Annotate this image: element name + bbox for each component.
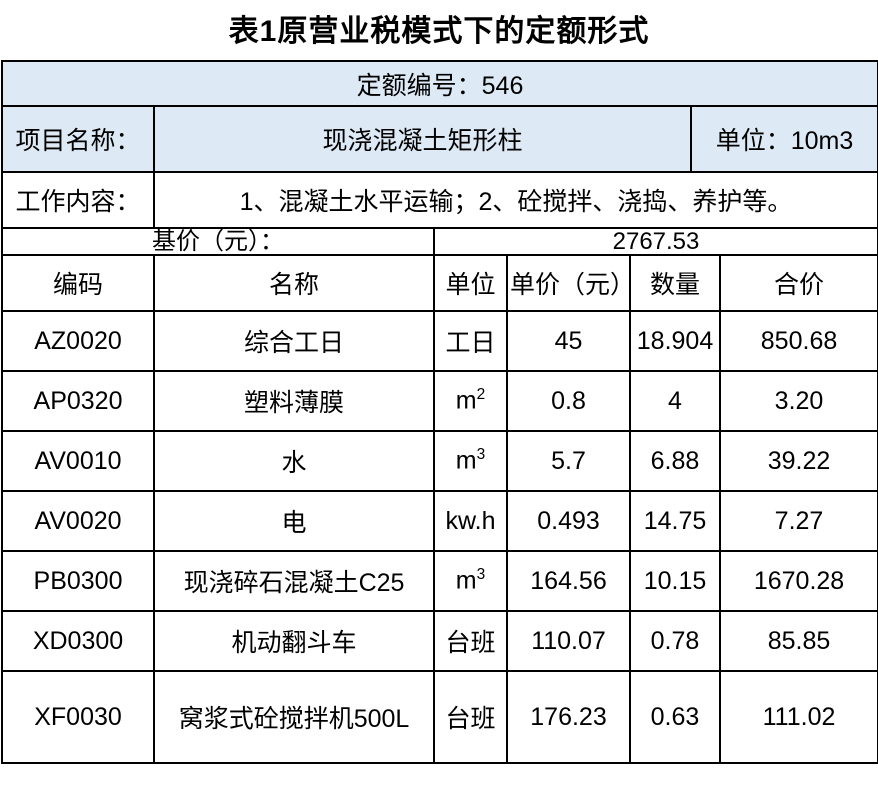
table-row: XD0300 机动翻斗车 台班 110.07 0.78 85.85: [1, 610, 878, 672]
cell-quantity: 14.75: [629, 490, 721, 552]
col-header-name: 名称: [153, 254, 435, 312]
cell-total: 3.20: [718, 370, 878, 432]
cell-unit-price: 176.23: [506, 670, 631, 764]
cell-quantity: 18.904: [629, 310, 721, 372]
work-content-label: 工作内容：: [1, 171, 155, 229]
cell-unit: m3: [433, 550, 508, 612]
cell-unit: 台班: [433, 610, 508, 672]
column-header-row: 编码 名称 单位 单价（元） 数量 合价: [1, 254, 878, 312]
cell-unit: kw.h: [433, 490, 508, 552]
cell-code: PB0300: [1, 550, 155, 612]
quota-number-cell: 定额编号：546: [0, 60, 878, 107]
col-header-quantity: 数量: [629, 254, 721, 312]
cell-total: 111.02: [718, 670, 878, 764]
cell-quantity: 6.88: [629, 430, 721, 492]
cell-name: 电: [153, 490, 435, 552]
cell-code: AZ0020: [1, 310, 155, 372]
cell-code: XF0030: [1, 670, 155, 764]
page-title: 表1原营业税模式下的定额形式: [228, 15, 650, 48]
col-header-code: 编码: [1, 254, 155, 312]
project-unit-value: 10m3: [790, 127, 854, 155]
cell-total: 85.85: [718, 610, 878, 672]
cell-unit: m3: [433, 430, 508, 492]
table-row: AP0320 塑料薄膜 m2 0.8 4 3.20: [1, 370, 878, 432]
table-row: XF0030 窝浆式砼搅拌机500L 台班 176.23 0.63 111.02: [1, 670, 878, 764]
quota-number-label: 定额编号：: [356, 71, 482, 100]
cell-total: 850.68: [718, 310, 878, 372]
base-price-value: 2767.53: [432, 227, 878, 256]
project-name-label: 项目名称：: [1, 105, 155, 173]
cell-unit-price: 110.07: [506, 610, 631, 672]
col-header-total: 合价: [718, 254, 878, 312]
cell-quantity: 0.78: [629, 610, 721, 672]
project-name-row: 项目名称： 现浇混凝土矩形柱 单位：10m3: [1, 105, 878, 173]
quota-number-value: 546: [481, 71, 524, 100]
col-header-unit: 单位: [433, 254, 508, 312]
cell-quantity: 0.63: [629, 670, 721, 764]
cell-name: 机动翻斗车: [153, 610, 435, 672]
base-price-row: 基价（元）： 2767.53: [1, 227, 878, 256]
project-unit-cell: 单位：10m3: [689, 105, 878, 173]
cell-total: 39.22: [718, 430, 878, 492]
cell-total: 1670.28: [718, 550, 878, 612]
quota-table: 定额编号：546 项目名称： 现浇混凝土矩形柱 单位：10m3 工作内容： 1、…: [0, 60, 878, 764]
cell-code: AV0010: [1, 430, 155, 492]
cell-quantity: 4: [629, 370, 721, 432]
cell-name: 综合工日: [153, 310, 435, 372]
cell-unit-price: 0.493: [506, 490, 631, 552]
col-header-unit-price: 单价（元）: [506, 254, 635, 312]
cell-name: 水: [153, 430, 435, 492]
cell-unit-price: 0.8: [506, 370, 631, 432]
cell-name: 窝浆式砼搅拌机500L: [153, 670, 435, 764]
base-price-label: 基价（元）：: [1, 227, 435, 256]
cell-code: XD0300: [1, 610, 155, 672]
table-row: AZ0020 综合工日 工日 45 18.904 850.68: [1, 310, 878, 372]
work-content-value: 1、混凝土水平运输；2、砼搅拌、浇捣、养护等。: [152, 171, 878, 229]
cell-unit-price: 164.56: [506, 550, 631, 612]
cell-code: AV0020: [1, 490, 155, 552]
cell-unit: 台班: [433, 670, 508, 764]
project-unit-label: 单位：: [715, 127, 791, 155]
cell-unit-price: 5.7: [506, 430, 631, 492]
cell-total: 7.27: [718, 490, 878, 552]
cell-name: 塑料薄膜: [153, 370, 435, 432]
quota-number-row: 定额编号：546: [0, 60, 878, 107]
cell-name: 现浇碎石混凝土C25: [153, 550, 435, 612]
project-name-value: 现浇混凝土矩形柱: [153, 105, 692, 173]
table-row: PB0300 现浇碎石混凝土C25 m3 164.56 10.15 1670.2…: [1, 550, 878, 612]
table-row: AV0020 电 kw.h 0.493 14.75 7.27: [1, 490, 878, 552]
work-content-row: 工作内容： 1、混凝土水平运输；2、砼搅拌、浇捣、养护等。: [1, 171, 878, 229]
cell-unit: m2: [433, 370, 508, 432]
cell-quantity: 10.15: [629, 550, 721, 612]
cell-unit-price: 45: [506, 310, 631, 372]
cell-unit: 工日: [433, 310, 508, 372]
cell-code: AP0320: [1, 370, 155, 432]
table-row: AV0010 水 m3 5.7 6.88 39.22: [1, 430, 878, 492]
